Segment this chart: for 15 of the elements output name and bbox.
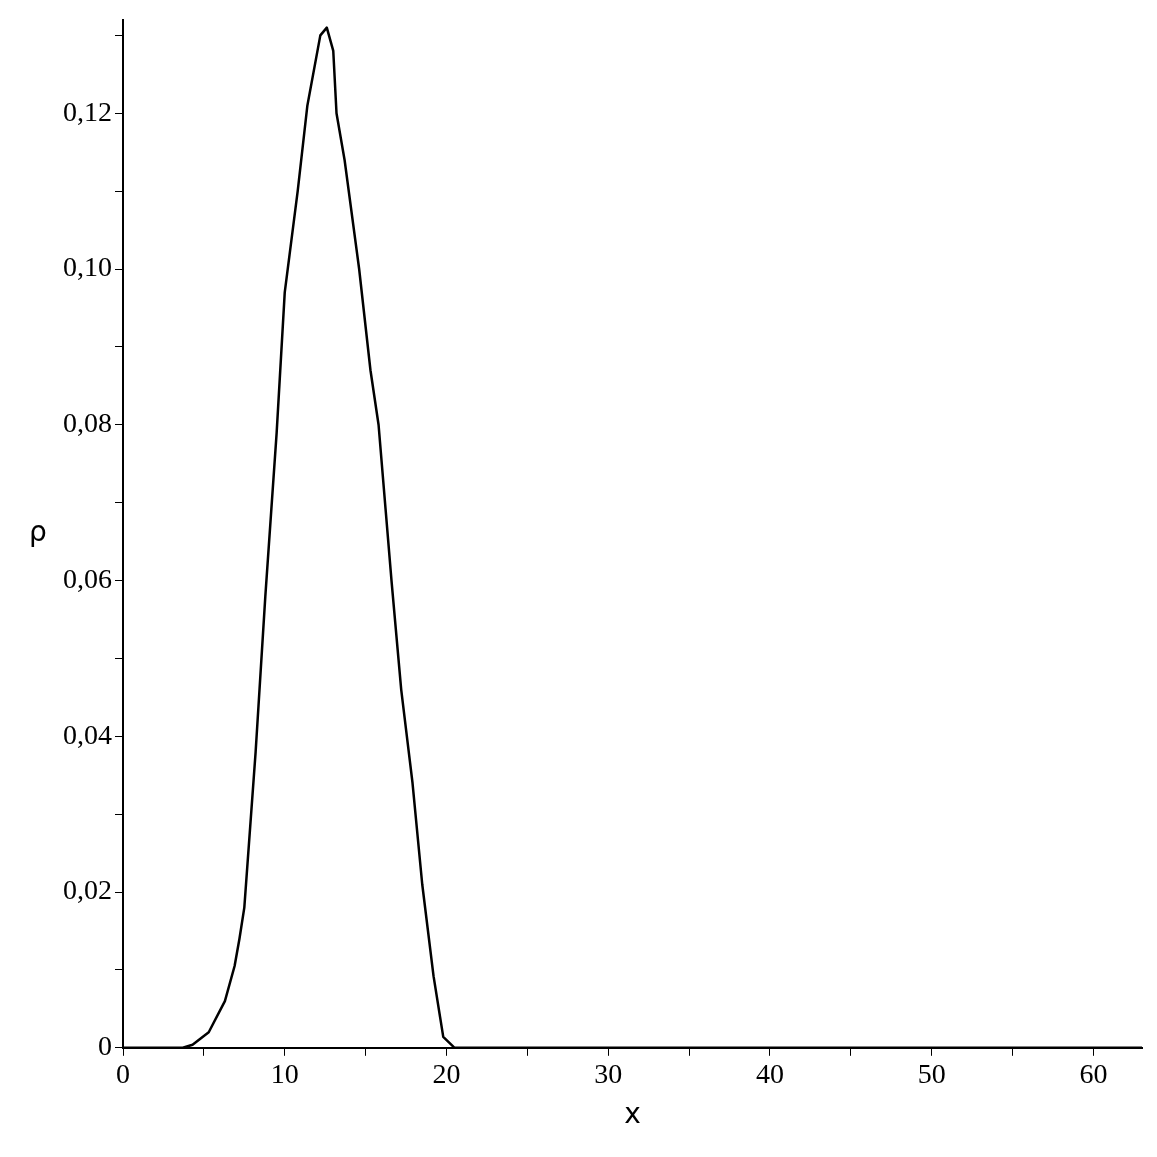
x-tick-label: 40: [755, 1057, 784, 1089]
y-tick-label: 0,08: [63, 407, 112, 439]
x-tick-label: 50: [917, 1057, 946, 1089]
x-tick-label: 10: [270, 1057, 299, 1089]
x-tick-label: 20: [432, 1057, 461, 1089]
y-tick-label: 0,04: [63, 718, 112, 750]
y-tick-label: 0,12: [63, 95, 112, 127]
x-tick-label: 60: [1079, 1057, 1108, 1089]
y-axis-title: ρ: [29, 515, 47, 549]
x-axis-title: x: [624, 1097, 641, 1131]
y-tick-label: 0,02: [63, 874, 112, 906]
y-tick-label: 0,10: [63, 251, 112, 283]
y-tick-label: 0,06: [63, 562, 112, 594]
y-tick-label: 0: [98, 1030, 112, 1062]
x-tick-label: 30: [594, 1057, 623, 1089]
